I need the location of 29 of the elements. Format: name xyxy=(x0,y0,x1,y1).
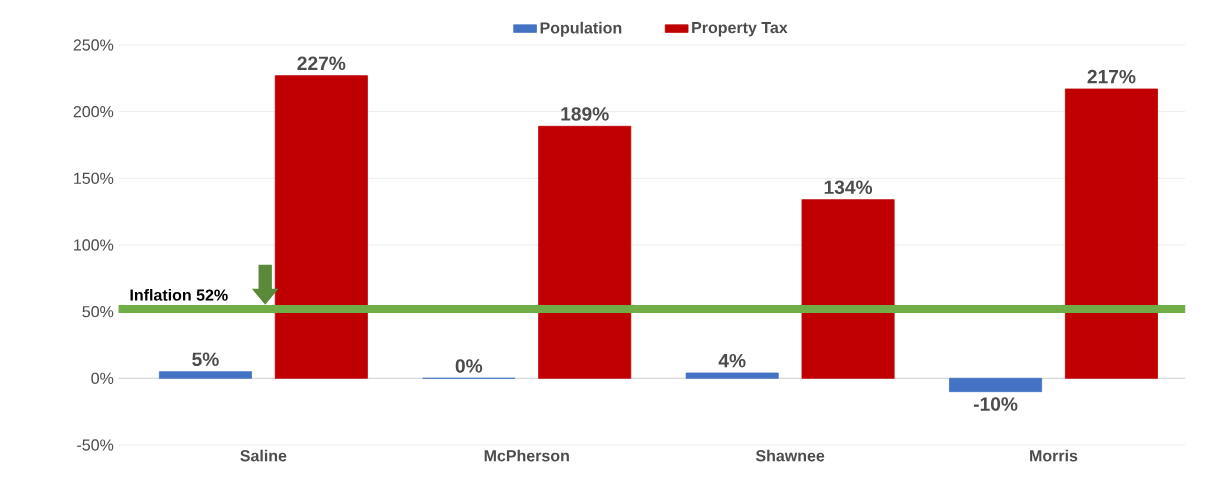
data-label: 217% xyxy=(1087,69,1136,84)
data-label: -10% xyxy=(973,397,1018,411)
x-tick-label: Morris xyxy=(1030,449,1078,462)
y-tick-label: 0% xyxy=(91,372,114,384)
bar xyxy=(538,125,632,379)
x-tick-label: Saline xyxy=(240,449,287,462)
y-tick-label: 100% xyxy=(74,239,114,251)
bar xyxy=(949,377,1043,393)
data-label: 189% xyxy=(561,107,609,121)
data-label: 4% xyxy=(718,353,746,368)
x-tick-label: Shawnee xyxy=(755,449,825,462)
data-label: 5% xyxy=(192,352,219,367)
bar xyxy=(685,372,779,379)
y-tick-label: 200% xyxy=(73,106,114,118)
y-tick-label: 250% xyxy=(73,39,114,51)
bar xyxy=(801,199,895,379)
y-tick-label: 150% xyxy=(74,172,114,184)
bar xyxy=(274,75,368,379)
ref-line-label: Inflation 52% xyxy=(130,288,228,301)
y-tick-label: -50% xyxy=(77,439,114,451)
bar xyxy=(158,371,252,379)
bar xyxy=(1064,88,1158,379)
data-label: 227% xyxy=(297,56,346,71)
legend-label: Population xyxy=(540,21,622,37)
y-tick-label: 50% xyxy=(82,306,114,318)
data-label: 0% xyxy=(455,359,483,373)
x-tick-label: McPherson xyxy=(484,449,569,462)
legend-label: Property Tax xyxy=(692,22,788,37)
data-label: 134% xyxy=(824,180,873,195)
